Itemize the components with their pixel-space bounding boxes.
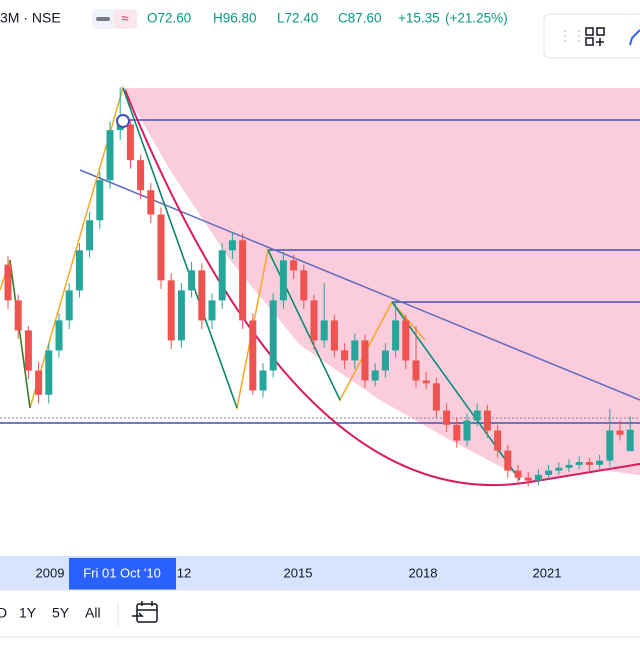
candle-body xyxy=(494,430,502,451)
candle-body xyxy=(269,300,277,371)
candle-body xyxy=(320,320,328,341)
candle-body xyxy=(86,220,94,251)
candle-body xyxy=(198,270,206,321)
candle-body xyxy=(228,240,236,251)
candle-body xyxy=(473,410,481,421)
candle-body xyxy=(126,124,134,161)
candle-body xyxy=(75,250,83,291)
ohlc-open: O72.60 xyxy=(147,11,191,26)
candle-body xyxy=(555,467,563,471)
candle-body xyxy=(483,410,491,431)
candle-body xyxy=(392,320,400,351)
candle-body xyxy=(585,462,593,465)
ohlc-close: C87.60 xyxy=(338,11,382,26)
ohlc-low: L72.40 xyxy=(277,11,318,26)
candle-body xyxy=(65,290,73,321)
toggle-icon xyxy=(96,17,110,21)
x-tick-label: 12 xyxy=(177,565,191,580)
range-button[interactable]: 5Y xyxy=(52,605,70,621)
candle-body xyxy=(167,280,175,341)
candle-body xyxy=(157,214,165,281)
candle-body xyxy=(310,300,318,341)
toolbar xyxy=(543,13,640,59)
candle-body xyxy=(106,130,114,181)
candle-body xyxy=(504,450,512,471)
candle-body xyxy=(147,190,155,215)
range-button[interactable]: All xyxy=(85,605,101,621)
candle-body xyxy=(290,260,298,271)
layout-button[interactable] xyxy=(585,27,605,46)
candle-body xyxy=(177,290,185,341)
anchor-point xyxy=(116,114,130,128)
candle-body xyxy=(575,462,583,465)
candle-body xyxy=(453,424,461,441)
candle-body xyxy=(422,380,430,384)
candle-body xyxy=(565,464,573,468)
candle-body xyxy=(412,360,420,381)
candle-body xyxy=(24,330,32,371)
candle-body xyxy=(239,240,247,321)
x-tick-label: 2018 xyxy=(409,565,438,580)
candle-body xyxy=(351,340,359,361)
zigzag xyxy=(122,87,238,409)
candle-body xyxy=(279,260,287,301)
candle-body xyxy=(596,460,604,465)
range-button[interactable]: D xyxy=(0,605,7,621)
candle-body xyxy=(432,383,440,411)
candle-body xyxy=(341,350,349,361)
candle-body xyxy=(361,340,369,381)
change-pct: (+21.25%) xyxy=(445,11,508,26)
candle-body xyxy=(45,350,53,395)
candle-body xyxy=(4,264,12,301)
candle-body xyxy=(463,420,471,441)
trend-line xyxy=(79,169,640,401)
candle-body xyxy=(55,320,63,351)
range-button[interactable]: 1Y xyxy=(19,605,37,621)
candle-body xyxy=(330,320,338,351)
toggle-icon xyxy=(114,10,136,28)
candle-body xyxy=(259,370,267,391)
crosshair-label: Fri 01 Oct '10 xyxy=(83,565,161,580)
candle-body xyxy=(300,270,308,301)
zigzag xyxy=(9,259,31,409)
candle-body xyxy=(514,470,522,478)
candle-body xyxy=(35,370,43,395)
candle-body xyxy=(96,180,104,221)
candles xyxy=(4,87,634,487)
candle-body xyxy=(137,160,145,191)
candle-body xyxy=(208,300,216,321)
drag-handle: ⋮⋮ xyxy=(558,28,586,44)
candle-body xyxy=(218,250,226,301)
x-tick-label: 2021 xyxy=(533,565,562,580)
candle-body xyxy=(606,430,614,461)
candle-body xyxy=(381,350,389,371)
change: +15.35 xyxy=(398,11,440,26)
crosshair-label-bg xyxy=(69,558,176,590)
x-tick-label: 2009 xyxy=(36,565,65,580)
symbol: 3M · NSE xyxy=(0,10,61,26)
candle-body xyxy=(249,320,257,391)
candle-body xyxy=(443,410,451,425)
candle-body xyxy=(626,429,634,452)
date-range-button[interactable] xyxy=(132,601,158,623)
shaded-zone xyxy=(123,88,640,482)
toggle-icon: ≈ xyxy=(121,10,128,25)
candle-body xyxy=(616,430,624,435)
candle-body xyxy=(188,270,196,291)
candle-body xyxy=(534,474,542,481)
x-tick-label: 2015 xyxy=(284,565,313,580)
candle-body xyxy=(14,300,22,331)
draw-button[interactable] xyxy=(629,29,640,46)
ohlc-high: H96.80 xyxy=(213,11,257,26)
candle-body xyxy=(524,477,532,481)
candle-body xyxy=(371,370,379,381)
candle-body xyxy=(545,470,553,475)
candle-body xyxy=(402,320,410,361)
